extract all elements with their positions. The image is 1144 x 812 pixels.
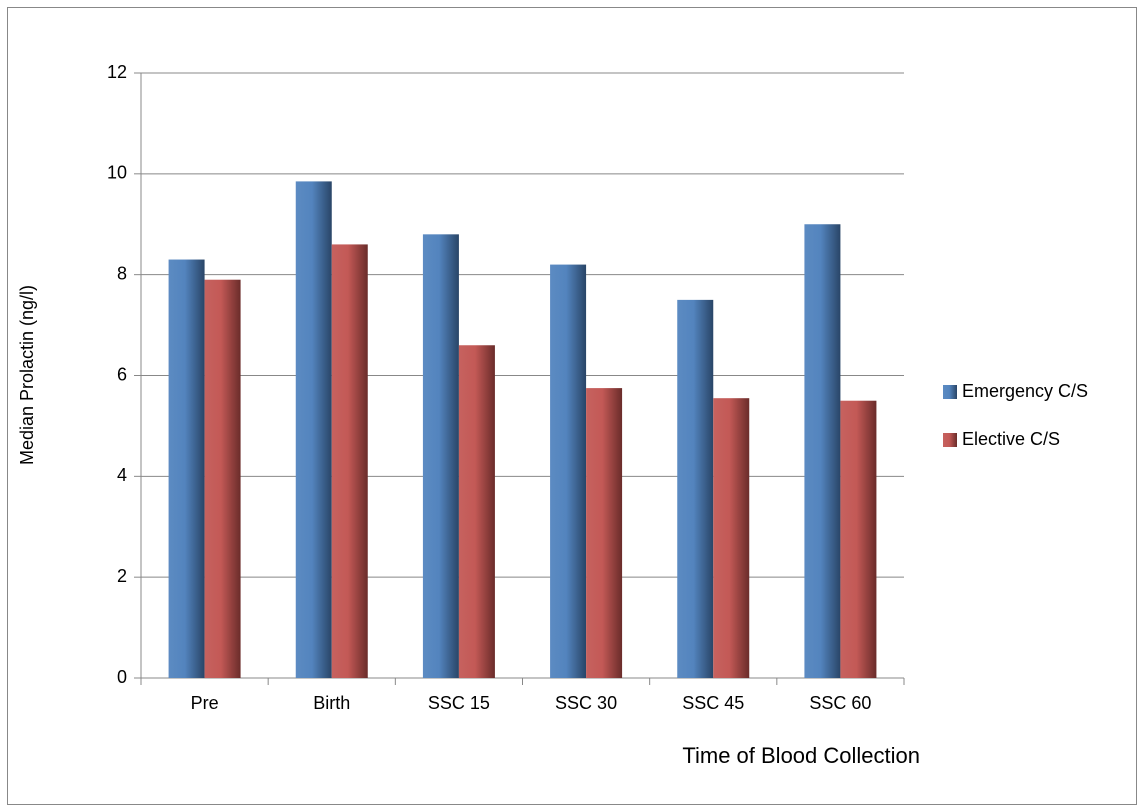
x-tick-label: SSC 45: [682, 693, 744, 713]
x-tick-label: Birth: [313, 693, 350, 713]
y-tick-label: 0: [117, 667, 127, 687]
y-tick-label: 2: [117, 566, 127, 586]
bar: [840, 400, 877, 678]
x-tick-label: SSC 15: [428, 693, 490, 713]
y-tick-label: 6: [117, 364, 127, 384]
x-axis-label: Time of Blood Collection: [682, 743, 920, 768]
legend-label: Elective C/S: [962, 429, 1060, 449]
y-tick-label: 8: [117, 263, 127, 283]
bar: [804, 224, 841, 678]
x-tick-label: Pre: [191, 693, 219, 713]
bar: [168, 259, 205, 678]
bar: [458, 345, 495, 678]
y-axis-label: Median Prolactin (ng/l): [17, 285, 37, 465]
x-tick-label: SSC 30: [555, 693, 617, 713]
x-tick-label: SSC 60: [809, 693, 871, 713]
bar: [586, 388, 623, 678]
bar: [331, 244, 368, 678]
legend-label: Emergency C/S: [962, 381, 1088, 401]
bar: [677, 299, 714, 678]
bar: [550, 264, 587, 678]
bar: [713, 398, 750, 678]
y-tick-label: 10: [107, 163, 127, 183]
bar: [204, 279, 241, 678]
legend-swatch: [943, 385, 957, 399]
y-tick-label: 4: [117, 465, 127, 485]
bar: [295, 181, 332, 679]
bar: [422, 234, 459, 679]
legend-swatch: [943, 433, 957, 447]
y-tick-label: 12: [107, 62, 127, 82]
